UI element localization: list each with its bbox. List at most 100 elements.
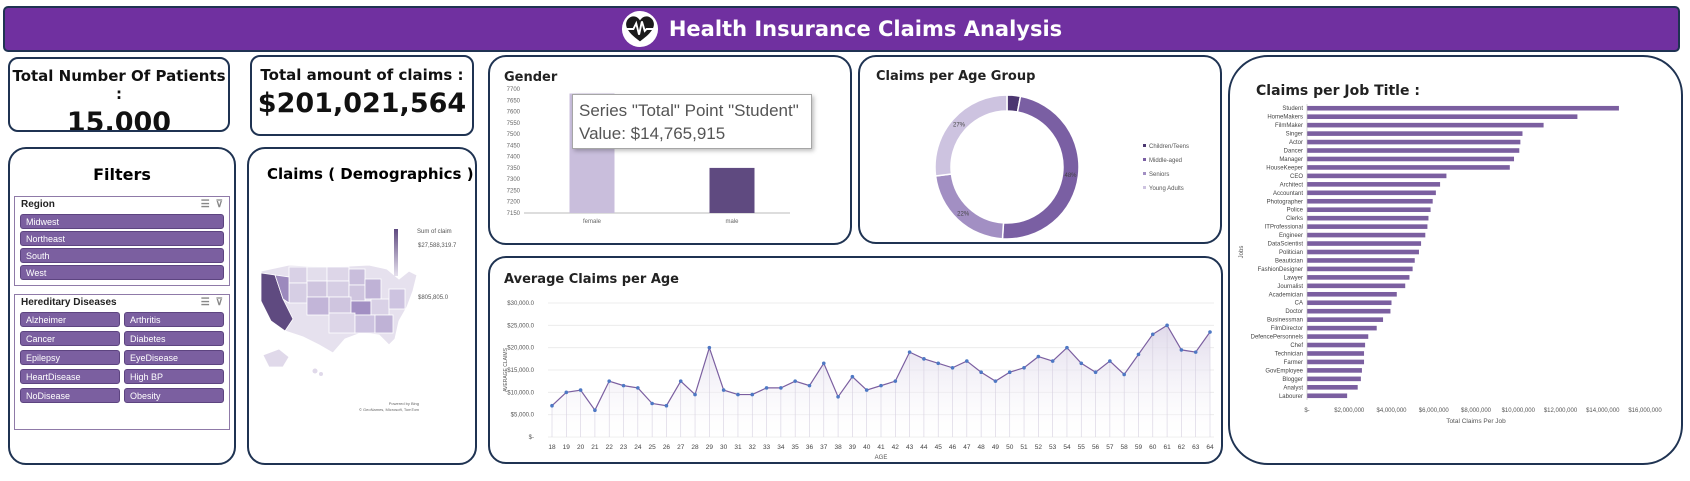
avg-age-point[interactable] [922,357,926,361]
avg-age-point[interactable] [979,370,983,375]
job-bar[interactable] [1307,215,1429,221]
disease-item-nodisease[interactable]: NoDisease [20,388,120,403]
avg-age-point[interactable] [593,408,597,412]
avg-age-point[interactable] [650,401,654,406]
avg-age-point[interactable] [850,374,855,379]
avg-age-point[interactable] [1150,332,1155,337]
disease-item-obesity[interactable]: Obesity [124,388,224,403]
job-bar[interactable] [1307,122,1544,128]
age-group-chart[interactable]: 48% 22% 27% Children/Teens Middle-aged Senior… [860,57,1220,243]
gender-chart[interactable]: 7700 7650 7600 7550 7500 7450 7400 7350 7300 7250… [490,57,850,243]
avg-age-point[interactable] [621,383,626,388]
job-bar[interactable] [1307,385,1358,390]
job-bar[interactable] [1307,275,1410,280]
avg-age-point[interactable] [779,386,783,390]
job-bar[interactable] [1307,241,1422,246]
avg-age-point[interactable] [1050,359,1055,363]
avg-age-point[interactable] [793,379,797,383]
job-bar[interactable] [1307,342,1366,348]
job-bar[interactable] [1307,198,1433,204]
job-bar[interactable] [1307,173,1447,179]
disease-item-heartdisease[interactable]: HeartDisease [20,369,120,384]
job-bar[interactable] [1307,249,1419,255]
avg-age-point[interactable] [1208,330,1212,334]
job-bar[interactable] [1307,325,1377,331]
avg-age-point[interactable] [564,390,569,395]
avg-age-point[interactable] [636,386,640,390]
job-bar[interactable] [1307,156,1515,162]
job-bar[interactable] [1307,182,1441,187]
avg-age-point[interactable] [950,365,955,370]
avg-age-point[interactable] [907,350,912,354]
avg-age-point[interactable] [879,383,883,388]
job-bar[interactable] [1307,266,1413,272]
age-group-slice[interactable] [934,94,1008,177]
avg-age-point[interactable] [936,361,941,366]
job-bar[interactable] [1307,308,1391,314]
job-bar[interactable] [1307,359,1365,365]
us-map[interactable] [249,149,475,465]
clear-filter-icon[interactable]: ⊽ [215,199,223,210]
region-item-midwest[interactable]: Midwest [20,214,224,229]
multi-select-icon[interactable]: ☰ [200,199,210,210]
job-bar[interactable] [1307,351,1365,356]
region-item-west[interactable]: West [20,265,224,280]
avg-age-point[interactable] [607,379,612,383]
job-bar[interactable] [1307,224,1428,229]
job-bar[interactable] [1307,148,1520,153]
job-bar[interactable] [1307,368,1362,373]
job-bar[interactable] [1307,139,1521,145]
avg-age-point[interactable] [707,345,712,350]
avg-age-point[interactable] [965,359,969,363]
avg-age-point[interactable] [807,383,812,388]
gender-bar[interactable] [709,167,755,213]
avg-age-chart[interactable]: $- $5,000.0 $10,000.0 $15,000.0 $20,000.0 $25… [490,258,1221,462]
avg-age-point[interactable] [764,386,769,390]
avg-age-point[interactable] [1022,365,1026,370]
job-chart[interactable]: Student HomeMakers FilmMaker Singer Actor Dan… [1230,57,1681,463]
job-bar[interactable] [1307,165,1510,170]
region-item-south[interactable]: South [20,248,224,263]
job-bar[interactable] [1307,131,1523,136]
disease-item-alzheimer[interactable]: Alzheimer [20,312,120,327]
job-bar[interactable] [1307,258,1415,263]
avg-age-point[interactable] [578,388,583,392]
avg-age-point[interactable] [1007,370,1012,375]
job-bar[interactable] [1307,105,1619,111]
disease-item-highbp[interactable]: High BP [124,369,224,384]
avg-age-point[interactable] [836,395,840,399]
age-group-slice[interactable] [1001,95,1080,240]
disease-item-diabetes[interactable]: Diabetes [124,331,224,346]
avg-age-point[interactable] [1065,345,1069,350]
avg-age-point[interactable] [550,403,554,408]
job-bar[interactable] [1307,190,1436,196]
avg-age-point[interactable] [1165,323,1169,328]
job-bar[interactable] [1307,114,1578,119]
job-bar[interactable] [1307,300,1392,306]
disease-item-arthritis[interactable]: Arthritis [124,312,224,327]
avg-age-point[interactable] [1093,370,1098,375]
job-bar[interactable] [1307,283,1406,289]
avg-age-point[interactable] [864,388,869,392]
job-bar[interactable] [1307,334,1369,339]
job-bar[interactable] [1307,207,1431,213]
job-bar[interactable] [1307,317,1384,322]
avg-age-point[interactable] [1179,348,1184,352]
job-bar[interactable] [1307,291,1397,297]
clear-filter-icon[interactable]: ⊽ [215,297,223,308]
avg-age-point[interactable] [678,379,683,383]
avg-age-point[interactable] [993,379,998,383]
avg-age-point[interactable] [1036,354,1041,359]
disease-item-epilepsy[interactable]: Epilepsy [20,350,120,365]
avg-age-point[interactable] [693,392,697,397]
avg-age-point[interactable] [1079,361,1084,366]
avg-age-point[interactable] [721,388,726,392]
job-bar[interactable] [1307,393,1348,399]
avg-age-point[interactable] [1136,352,1141,357]
avg-age-point[interactable] [1108,359,1112,363]
avg-age-point[interactable] [1193,350,1198,354]
disease-item-eyedisease[interactable]: EyeDisease [124,350,224,365]
region-item-northeast[interactable]: Northeast [20,231,224,246]
job-bar[interactable] [1307,232,1426,238]
avg-age-point[interactable] [893,379,898,383]
